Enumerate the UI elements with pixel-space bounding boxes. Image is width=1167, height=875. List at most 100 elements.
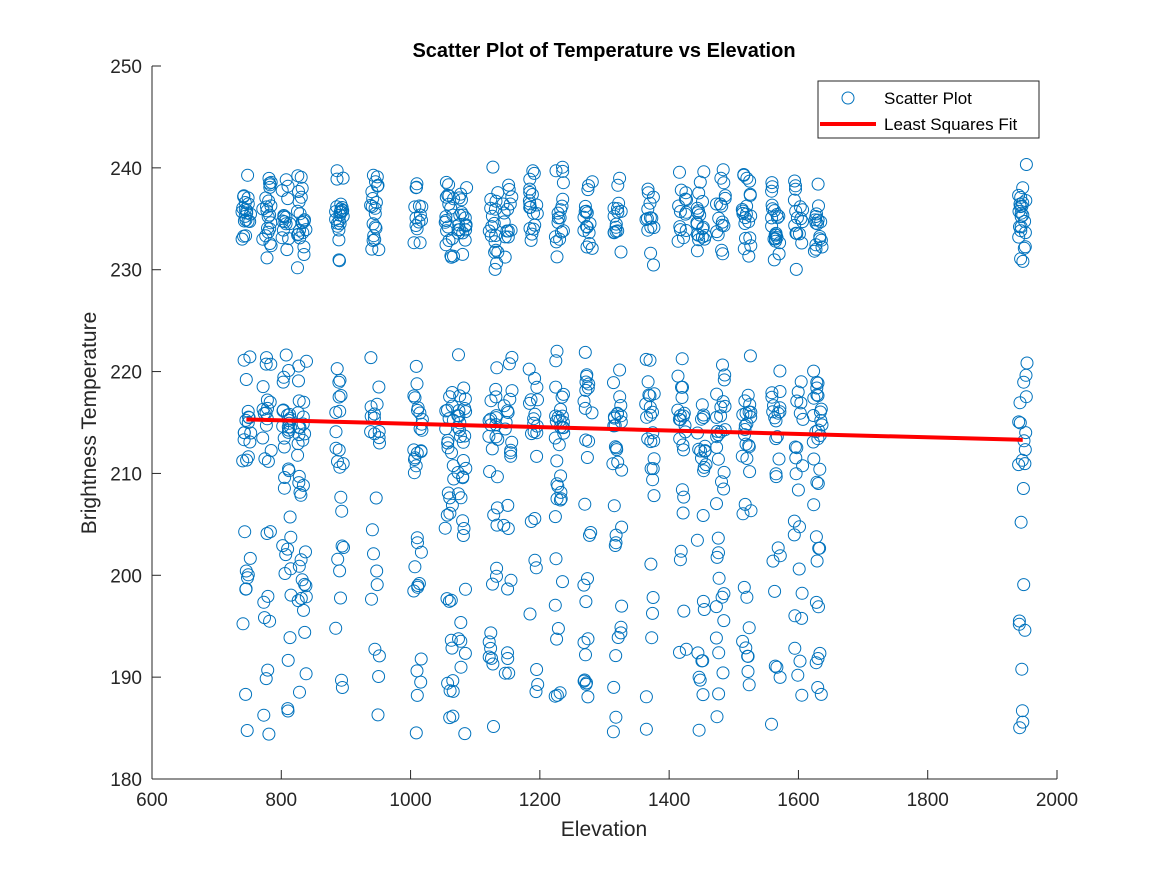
scatter-point [671, 369, 685, 383]
scatter-point [692, 186, 706, 200]
scatter-point [490, 256, 504, 270]
scatter-point [607, 376, 620, 390]
scatter-point [554, 492, 568, 506]
scatter-point [333, 460, 347, 474]
scatter-point [613, 363, 627, 377]
x-tick-label: 1800 [907, 790, 949, 811]
scatter-point [1014, 206, 1028, 220]
scatter-point [292, 476, 306, 490]
scatter-point [482, 635, 496, 649]
scatter-point [502, 183, 516, 196]
scatter-point [1012, 415, 1026, 429]
scatter-point [446, 674, 460, 688]
scatter-point [673, 553, 687, 567]
scatter-point [690, 533, 704, 547]
scatter-point [767, 253, 781, 267]
scatter-point [243, 551, 257, 565]
scatter-point [690, 244, 704, 258]
scatter-point [502, 666, 516, 680]
scatter-point [580, 451, 594, 464]
scatter-point [710, 550, 724, 564]
scatter-point [698, 444, 712, 458]
scatter-point [458, 392, 472, 406]
scatter-point [497, 206, 511, 220]
scatter-point [789, 467, 803, 481]
scatter-point [676, 438, 690, 452]
scatter-point [740, 590, 754, 604]
scatter-point [486, 657, 500, 671]
scatter-point [641, 202, 655, 216]
scatter-point [329, 441, 343, 455]
y-tick-label: 240 [110, 159, 142, 180]
y-tick-label: 250 [110, 57, 142, 78]
scatter-point [242, 410, 255, 424]
scatter-point [368, 201, 382, 215]
scatter-point [412, 199, 426, 213]
scatter-point [673, 165, 686, 179]
scatter-point [553, 493, 567, 507]
scatter-point [695, 451, 708, 465]
scatter-point [456, 471, 470, 485]
scatter-point [527, 412, 541, 426]
scatter-point [237, 426, 251, 440]
scatter-point [441, 441, 455, 455]
scatter-point [441, 486, 455, 500]
scatter-point [647, 489, 661, 503]
scatter-point [498, 422, 512, 436]
scatter-point [639, 690, 653, 704]
scatter-point [577, 210, 591, 224]
scatter-point [1019, 158, 1033, 171]
scatter-point [550, 250, 564, 264]
scatter-point [549, 409, 563, 423]
fit-line-group [246, 417, 1023, 442]
scatter-point [438, 521, 452, 535]
scatter-point [673, 223, 687, 237]
scatter-point [497, 399, 511, 413]
scatter-point [368, 642, 382, 656]
scatter-point [1012, 188, 1026, 202]
scatter-point [612, 196, 626, 210]
scatter-point [502, 357, 516, 371]
scatter-point [504, 573, 518, 587]
axes: 600 800 1000 1200 1400 1600 1800 2000 180 190 200 2… [110, 57, 1078, 811]
scatter-point [258, 452, 272, 466]
scatter-point [677, 231, 690, 245]
scatter-point [553, 232, 567, 246]
scatter-point [281, 653, 295, 667]
scatter-point [458, 727, 472, 741]
scatter-point [813, 541, 827, 555]
scatter-point [408, 453, 421, 466]
scatter-point [672, 199, 686, 213]
scatter-point [531, 393, 544, 407]
scatter-point [737, 168, 751, 182]
scatter-point [294, 553, 308, 567]
scatter-point [696, 654, 710, 668]
scatter-point [812, 600, 825, 614]
scatter-point [578, 401, 592, 415]
scatter-point [452, 191, 466, 205]
scatter-point [690, 216, 704, 230]
scatter-point [765, 198, 779, 212]
scatter-point [743, 398, 757, 412]
scatter-point [410, 688, 424, 702]
scatter-point [551, 622, 565, 635]
scatter-point [456, 435, 470, 449]
scatter-point [556, 160, 569, 174]
scatter-point [810, 554, 824, 568]
scatter-point [1013, 396, 1027, 410]
x-tick-label: 2000 [1036, 790, 1078, 811]
scatter-point [796, 459, 810, 473]
scatter-point [557, 387, 570, 401]
scatter-point [550, 477, 564, 491]
scatter-point [454, 660, 468, 674]
scatter-point [807, 498, 821, 512]
scatter-point [790, 394, 804, 408]
scatter-point [788, 641, 802, 655]
scatter-point [300, 354, 313, 368]
x-tick-label: 1200 [519, 790, 561, 811]
scatter-point [579, 383, 593, 397]
scatter-point [549, 380, 563, 394]
scatter-point [578, 345, 592, 359]
scatter-point [716, 163, 730, 177]
scatter-point [239, 582, 253, 596]
